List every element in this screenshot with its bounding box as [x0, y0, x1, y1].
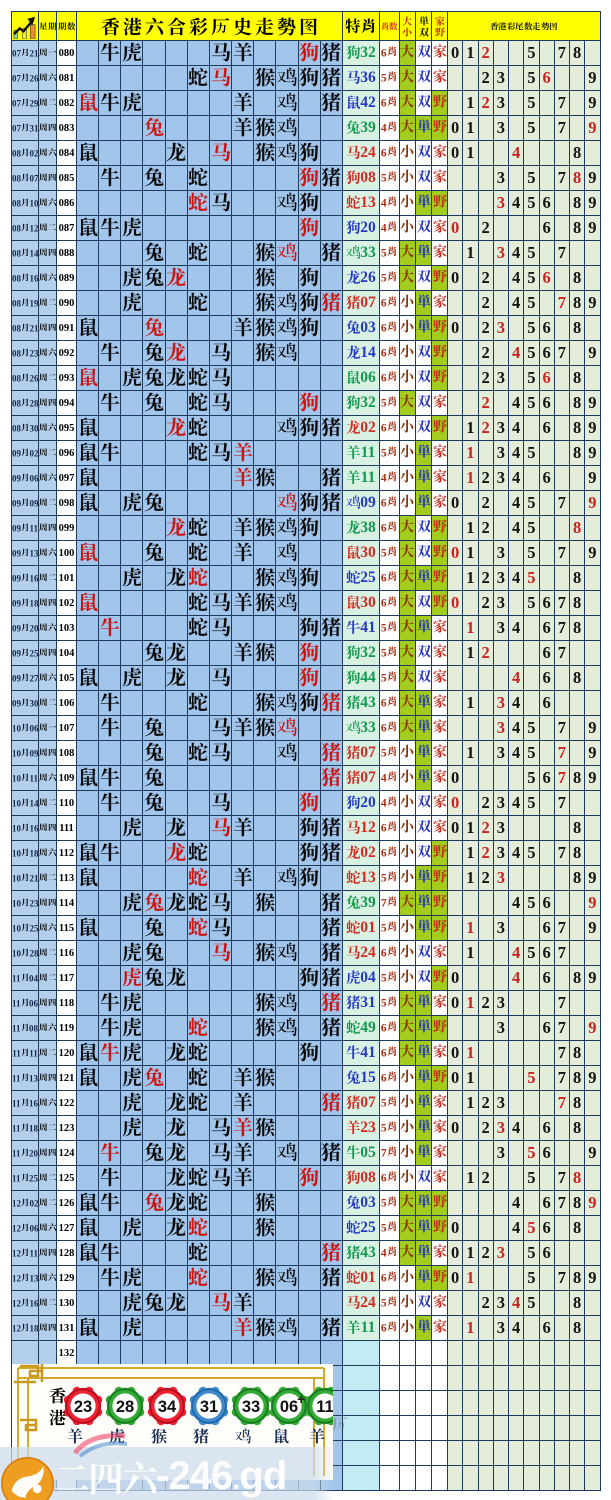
svg-text:33: 33: [242, 1398, 260, 1416]
svg-text:23: 23: [74, 1398, 92, 1416]
svg-text:31: 31: [200, 1398, 218, 1416]
svg-text:11: 11: [316, 1398, 333, 1416]
svg-text:34: 34: [158, 1398, 177, 1416]
svg-text:06: 06: [280, 1398, 298, 1416]
svg-text:28: 28: [116, 1398, 134, 1416]
svg-text:+: +: [297, 1391, 305, 1407]
